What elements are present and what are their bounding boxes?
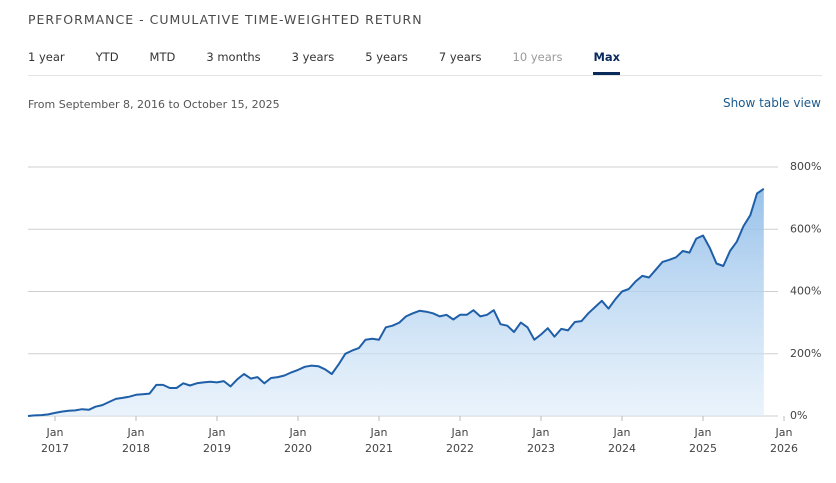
period-tabs: 1 year YTD MTD 3 months 3 years 5 years 7 year…: [28, 50, 651, 75]
y-tick-label: 200%: [790, 347, 821, 360]
period-tab: 10 years: [512, 50, 563, 64]
y-tick-label: 600%: [790, 222, 821, 235]
x-tick-label: 2022: [446, 442, 474, 455]
x-tick-label: Jan: [289, 426, 307, 439]
area-fill: [28, 188, 764, 416]
x-tick-label: Jan: [451, 426, 469, 439]
x-tick-label: Jan: [370, 426, 388, 439]
period-tab[interactable]: Max: [593, 50, 621, 75]
x-tick-label: 2024: [608, 442, 636, 455]
x-tick-label: 2017: [41, 442, 69, 455]
y-tick-label: 0%: [790, 409, 807, 422]
period-tab[interactable]: 5 years: [365, 50, 408, 64]
x-tick-label: 2019: [203, 442, 231, 455]
x-tick-label: Jan: [775, 426, 793, 439]
period-tab[interactable]: MTD: [149, 50, 176, 64]
period-tab[interactable]: 3 years: [291, 50, 335, 64]
x-tick-label: 2026: [770, 442, 798, 455]
x-tick-label: Jan: [208, 426, 226, 439]
x-tick-label: 2025: [689, 442, 717, 455]
x-tick-label: 2023: [527, 442, 555, 455]
x-tick-label: Jan: [532, 426, 550, 439]
divider: [28, 75, 822, 76]
y-tick-label: 800%: [790, 160, 821, 173]
x-tick-label: Jan: [694, 426, 712, 439]
x-tick-label: 2021: [365, 442, 393, 455]
x-tick-label: 2020: [284, 442, 312, 455]
y-tick-label: 400%: [790, 285, 821, 298]
period-tab[interactable]: 7 years: [438, 50, 482, 64]
period-tab[interactable]: 1 year: [28, 50, 65, 64]
date-range: From September 8, 2016 to October 15, 20…: [28, 98, 280, 111]
x-tick-label: Jan: [613, 426, 631, 439]
period-tab[interactable]: YTD: [95, 50, 119, 64]
return-line: [27, 187, 765, 417]
x-tick-label: 2018: [122, 442, 150, 455]
period-tab[interactable]: 3 months: [206, 50, 261, 64]
show-table-link[interactable]: Show table view: [722, 96, 821, 110]
x-tick-label: Jan: [46, 426, 64, 439]
widget-title: PERFORMANCE - CUMULATIVE TIME-WEIGHTED R…: [28, 12, 423, 27]
x-tick-label: Jan: [127, 426, 145, 439]
